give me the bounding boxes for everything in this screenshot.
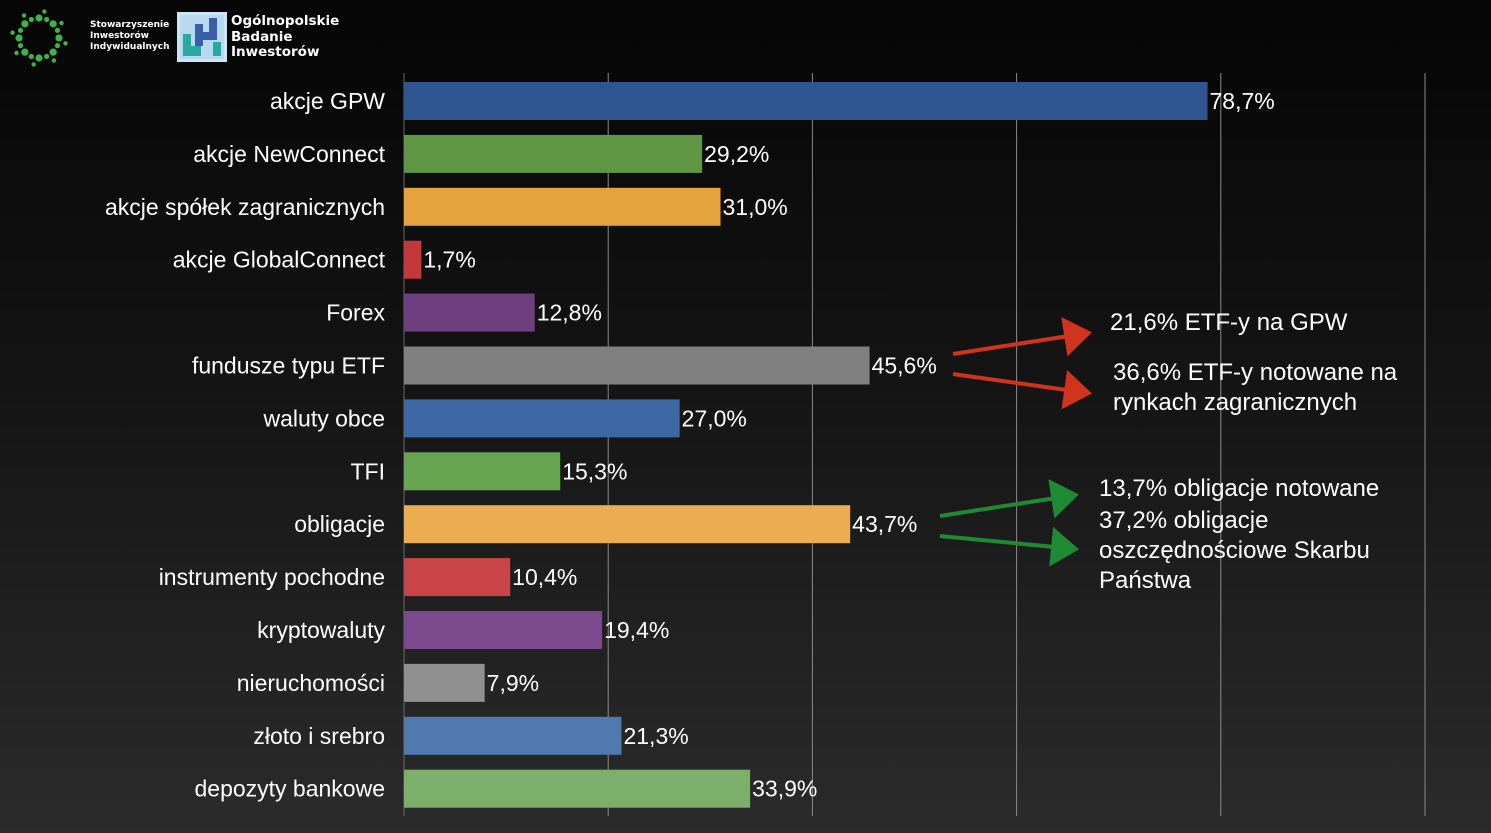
value-label: 43,7% <box>852 511 917 537</box>
category-label: instrumenty pochodne <box>159 564 385 590</box>
org1-line2: Inwestorów <box>90 31 149 41</box>
bar <box>404 293 535 332</box>
value-label: 21,3% <box>623 723 688 749</box>
bar <box>404 663 485 702</box>
org1-line3: Indywidualnych <box>90 42 170 52</box>
header-logos: Stowarzyszenie Inwestorów Indywidualnych… <box>0 0 360 72</box>
value-label: 7,9% <box>487 670 539 696</box>
bar <box>404 558 511 597</box>
category-label: obligacje <box>294 511 385 537</box>
category-label: waluty obce <box>263 405 385 431</box>
category-label: TFI <box>351 458 386 484</box>
bonds-savings-annotation: 37,2% obligacje oszczędnościowe Skarbu P… <box>1099 507 1370 594</box>
category-label: akcje GPW <box>270 88 385 114</box>
ring-of-dots-logo-icon <box>10 9 68 67</box>
category-label: złoto i srebro <box>253 723 385 749</box>
bonds-listed-arrow <box>939 478 1079 519</box>
etf-gpw-annotation: 21,6% ETF-y na GPW <box>1110 309 1348 336</box>
category-label: kryptowaluty <box>257 617 385 643</box>
bar <box>404 452 561 491</box>
org2-line1: Ogólnopolskie <box>231 13 340 29</box>
bonds-listed-annotation: 13,7% obligacje notowane <box>1099 475 1380 502</box>
category-label: Forex <box>326 300 385 326</box>
org2-line3: Inwestorów <box>231 44 320 60</box>
value-label: 29,2% <box>704 141 769 167</box>
category-label: akcje spółek zagranicznych <box>105 194 385 220</box>
bar <box>404 240 422 279</box>
org2-line2: Badanie <box>231 28 293 45</box>
obi-square-logo-icon <box>177 12 227 62</box>
value-label: 10,4% <box>512 564 577 590</box>
value-label: 45,6% <box>872 353 937 379</box>
value-label: 78,7% <box>1210 88 1275 114</box>
etf-foreign-arrow <box>952 369 1092 410</box>
value-label: 27,0% <box>682 405 747 431</box>
bar <box>404 134 703 173</box>
bar <box>404 611 603 649</box>
bar <box>404 505 851 544</box>
bar <box>404 399 680 438</box>
org1-name: Stowarzyszenie Inwestorów Indywidualnych <box>90 20 180 53</box>
category-label: nieruchomości <box>237 670 385 696</box>
category-label: akcje GlobalConnect <box>173 247 386 273</box>
value-label: 12,8% <box>537 300 602 326</box>
org1-line1: Stowarzyszenie <box>90 20 170 30</box>
etf-gpw-arrow <box>952 316 1092 357</box>
value-label: 15,3% <box>562 458 627 484</box>
bonds-savings-arrow <box>939 526 1079 567</box>
bar <box>404 187 721 226</box>
bar <box>404 346 870 385</box>
etf-foreign-annotation: 36,6% ETF-y notowane na rynkach zagranic… <box>1113 359 1398 416</box>
bar <box>404 82 1208 120</box>
bar <box>404 716 622 755</box>
category-label: depozyty bankowe <box>194 776 385 802</box>
bar <box>404 769 751 808</box>
value-label: 31,0% <box>723 194 788 220</box>
value-label: 1,7% <box>423 247 475 273</box>
org2-name: Ogólnopolskie Badanie Inwestorów <box>231 13 361 61</box>
category-label: akcje NewConnect <box>193 141 385 167</box>
category-label: fundusze typu ETF <box>192 353 385 379</box>
value-label: 19,4% <box>604 617 669 643</box>
value-label: 33,9% <box>752 776 817 802</box>
